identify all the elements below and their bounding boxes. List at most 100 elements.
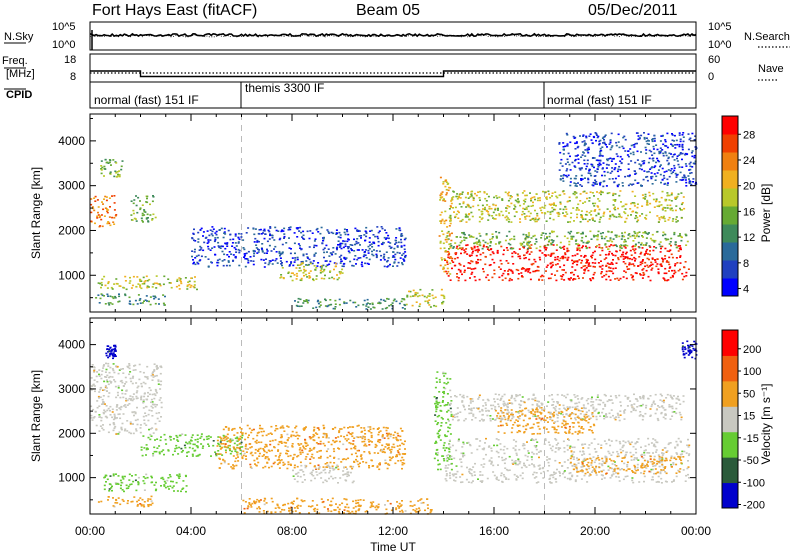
velocity-cell — [129, 371, 131, 373]
power-cell — [283, 237, 285, 239]
power-cell — [615, 255, 617, 257]
velocity-cell — [146, 366, 148, 368]
velocity-cell — [238, 438, 240, 440]
power-cell — [626, 218, 628, 220]
power-cell — [681, 217, 683, 219]
velocity-cell — [147, 504, 149, 506]
velocity-cell — [385, 462, 387, 464]
velocity-cell — [260, 442, 262, 444]
power-cell — [598, 244, 600, 246]
power-colorbar-segment — [722, 278, 738, 297]
velocity-cell — [159, 388, 161, 390]
velocity-cell — [104, 411, 106, 413]
velocity-cell — [212, 445, 214, 447]
velocity-cell — [270, 426, 272, 428]
power-cell — [531, 237, 533, 239]
velocity-cell — [367, 426, 369, 428]
velocity-cell — [371, 505, 373, 507]
power-cell — [132, 219, 134, 221]
power-cell — [634, 246, 636, 248]
velocity-cell — [202, 447, 204, 449]
velocity-cell — [149, 387, 151, 389]
power-cell — [445, 194, 447, 196]
velocity-cell — [272, 440, 274, 442]
power-cell — [677, 155, 679, 157]
power-cell — [619, 215, 621, 217]
power-cell — [290, 261, 292, 263]
power-cell — [667, 184, 669, 186]
velocity-cell — [123, 385, 125, 387]
velocity-cell — [292, 458, 294, 460]
velocity-cell — [246, 448, 248, 450]
power-cell — [280, 263, 282, 265]
power-cell — [323, 257, 325, 259]
velocity-cell — [111, 486, 113, 488]
power-cell — [483, 271, 485, 273]
velocity-cell — [275, 511, 277, 513]
velocity-cell — [364, 436, 366, 438]
power-cell — [651, 172, 653, 174]
velocity-cell — [437, 402, 439, 404]
power-cell — [596, 183, 598, 185]
power-cell — [243, 249, 245, 251]
power-cell — [404, 249, 406, 251]
power-cell — [122, 160, 124, 162]
velocity-cell — [178, 447, 180, 449]
power-cell — [629, 236, 631, 238]
power-cell — [325, 260, 327, 262]
velocity-cell — [151, 427, 153, 429]
velocity-cell — [144, 483, 146, 485]
power-cell — [290, 276, 292, 278]
power-cell — [457, 257, 459, 259]
power-cell — [553, 244, 555, 246]
power-cell — [253, 255, 255, 257]
power-cell — [533, 219, 535, 221]
power-cell — [446, 260, 448, 262]
velocity-cell — [245, 445, 247, 447]
velocity-cell — [380, 430, 382, 432]
velocity-cell — [263, 431, 265, 433]
power-cell — [461, 206, 463, 208]
power-cell — [582, 141, 584, 143]
power-cell — [155, 297, 157, 299]
velocity-cell — [438, 402, 440, 404]
velocity-cell — [412, 509, 414, 511]
power-cell — [597, 168, 599, 170]
power-cell — [560, 179, 562, 181]
power-cell — [150, 304, 152, 306]
power-cell — [369, 303, 371, 305]
power-cell — [315, 252, 317, 254]
power-cell — [216, 262, 218, 264]
velocity-cell — [399, 511, 401, 513]
velocity-cell — [448, 449, 450, 451]
velocity-cell — [108, 377, 110, 379]
velocity-cell — [284, 463, 286, 465]
power-cell — [394, 243, 396, 245]
power-cell — [601, 276, 603, 278]
power-cell — [360, 237, 362, 239]
power-cell — [498, 232, 500, 234]
velocity-cell — [220, 441, 222, 443]
power-cell — [594, 262, 596, 264]
power-cell — [298, 243, 300, 245]
power-cell — [527, 248, 529, 250]
power-cell — [400, 234, 402, 236]
power-cell — [589, 212, 591, 214]
velocity-cell — [346, 435, 348, 437]
velocity-cell — [277, 450, 279, 452]
power-cell — [608, 192, 610, 194]
velocity-cell — [91, 385, 93, 387]
power-cell — [566, 133, 568, 135]
power-cell — [232, 242, 234, 244]
power-cell — [567, 201, 569, 203]
power-cell — [602, 232, 604, 234]
power-cell — [614, 209, 616, 211]
power-cell — [379, 251, 381, 253]
power-cell — [419, 306, 421, 308]
power-cell — [112, 221, 114, 223]
velocity-cell — [222, 443, 224, 445]
velocity-cell — [340, 461, 342, 463]
power-cell — [615, 235, 617, 237]
power-cell — [576, 232, 578, 234]
power-cell — [670, 277, 672, 279]
